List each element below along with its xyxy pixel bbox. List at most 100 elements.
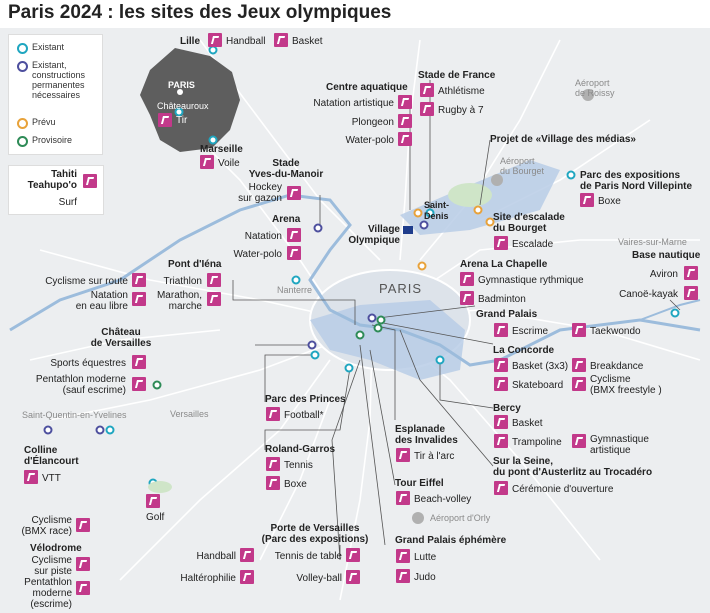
taekwondo-label: Taekwondo	[590, 326, 641, 337]
inset-paris-label: PARIS	[168, 80, 195, 90]
halterophilie-icon	[240, 570, 254, 584]
inset-chateauroux-label: Châteauroux	[157, 101, 209, 111]
water-polo-ca-label: Water-polo	[345, 135, 394, 146]
lutte-label: Lutte	[414, 552, 437, 563]
volley-label: Volley-ball	[296, 573, 342, 584]
inset-tir-label: Tir	[176, 115, 188, 126]
escrime-label: Escrime	[512, 326, 549, 337]
gym-artistique-icon	[572, 434, 586, 448]
velodrome-title: Vélodrome	[30, 543, 82, 554]
escrime-icon	[494, 323, 508, 337]
roland-garros-title: Roland-Garros	[265, 444, 336, 455]
breakdance-label: Breakdance	[590, 361, 644, 372]
grand-palais-eph-title: Grand Palais éphémère	[395, 535, 507, 546]
legend-dot-constructions	[17, 61, 28, 72]
volley-icon	[346, 570, 360, 584]
sqy-label: Saint-Quentin-en-Yvelines	[22, 410, 127, 420]
inset-paris-dot	[177, 89, 183, 95]
golf-icon	[146, 494, 160, 508]
vtt-label: VTT	[42, 473, 61, 484]
chateau-versailles-title: Château de Versailles	[90, 327, 152, 349]
plongeon-icon	[398, 114, 412, 128]
pentathlon-versailles-label: Pentathlon moderne (sauf escrime)	[35, 374, 126, 396]
projet-village-medias-label: Projet de «Village des médias»	[490, 134, 636, 145]
pentathlon-sqy-label: Pentathlon moderne (escrime)	[24, 577, 72, 610]
tir-arc-icon	[396, 448, 410, 462]
cyclisme-route-icon	[132, 273, 146, 287]
tir-arc-label: Tir à l'arc	[414, 451, 455, 462]
legend-dot-provisoire	[17, 136, 28, 147]
paris-label: PARIS	[379, 281, 423, 296]
village-building-icon	[403, 226, 413, 234]
concorde-title: La Concorde	[493, 345, 555, 356]
boxe-villepinte-label: Boxe	[598, 196, 621, 207]
bmx-race-icon	[76, 518, 90, 532]
tennis-label: Tennis	[284, 460, 313, 471]
basket3x3-icon	[494, 358, 508, 372]
beach-volley-label: Beach-volley	[414, 494, 472, 505]
natation-eau-libre-icon	[132, 292, 146, 306]
lutte-icon	[396, 549, 410, 563]
ceremonie-label: Cérémonie d'ouverture	[512, 484, 614, 495]
equestres-label: Sports équestres	[50, 358, 126, 369]
bmx-freestyle-icon	[572, 377, 586, 391]
parc-princes-title: Parc des Princes	[265, 394, 346, 405]
escalade-site-title: Site d'escalade du Bourget	[493, 212, 565, 234]
surf-icon	[83, 174, 97, 188]
hockey-label: Hockey sur gazon	[238, 182, 282, 204]
nanterre-label: Nanterre	[277, 285, 313, 295]
triathlon-icon	[207, 273, 221, 287]
bourget-label: Aéroport du Bourget	[500, 156, 545, 176]
athletisme-icon	[420, 83, 434, 97]
grand-palais-title: Grand Palais	[476, 309, 538, 320]
legend-label-provisoire: Provisoire	[32, 135, 73, 145]
marathon-icon	[207, 292, 221, 306]
tennis-table-icon	[346, 548, 360, 562]
voile-icon	[200, 155, 214, 169]
legend-label-prevu: Prévu	[32, 117, 56, 127]
saint-denis-label: Saint- Denis	[424, 200, 450, 221]
trampoline-label: Trampoline	[512, 437, 562, 448]
gym-rythmique-label: Gymnastique rythmique	[478, 275, 584, 286]
lille-label: Lille	[180, 36, 201, 47]
natation-artistique-label: Natation artistique	[313, 98, 394, 109]
tir-icon	[158, 113, 172, 127]
football-icon	[266, 407, 280, 421]
badminton-label: Badminton	[478, 294, 526, 305]
roissy-label: Aéroport de Roissy	[575, 78, 615, 98]
skateboard-icon	[494, 377, 508, 391]
badminton-icon	[460, 291, 474, 305]
vaires-label: Vaires-sur-Marne	[618, 237, 687, 247]
tennis-table-label: Tennis de table	[274, 551, 342, 562]
beach-volley-icon	[396, 491, 410, 505]
boxe-villepinte-icon	[580, 193, 594, 207]
arena-chapelle-title: Arena La Chapelle	[460, 259, 548, 270]
football-label: Football*	[284, 410, 324, 421]
golf-park	[148, 481, 172, 493]
golf-label: Golf	[146, 512, 165, 523]
basket-icon	[274, 33, 288, 47]
stade-ydm-title: Stade Yves-du-Manoir	[248, 158, 324, 180]
taekwondo-icon	[572, 323, 586, 337]
marathon-label: Marathon, marche	[156, 290, 202, 312]
legend-dot-prevu	[17, 118, 28, 129]
natation-label: Natation	[244, 231, 282, 242]
hockey-icon	[287, 186, 301, 200]
basket3x3-label: Basket (3x3)	[512, 361, 569, 372]
tennis-icon	[266, 457, 280, 471]
boxe-rg-label: Boxe	[284, 479, 307, 490]
cyclisme-piste-icon	[76, 557, 90, 571]
stade-de-france-title: Stade de France	[418, 70, 496, 81]
basket-bercy-icon	[494, 415, 508, 429]
basket-lille-label: Basket	[292, 36, 323, 47]
cyclisme-piste-label: Cyclisme sur piste	[31, 555, 72, 577]
tahiti-name: Tahiti Teahupo'o	[27, 169, 77, 191]
aviron-label: Aviron	[649, 269, 678, 280]
voile-label: Voile	[218, 158, 240, 169]
seine-title: Sur la Seine, du pont d'Austerlitz au Tr…	[493, 456, 653, 478]
pont-iena-title: Pont d'Iéna	[168, 259, 222, 270]
natation-icon	[287, 228, 301, 242]
gym-rythmique-icon	[460, 272, 474, 286]
bercy-title: Bercy	[493, 403, 521, 414]
natation-artistique-icon	[398, 95, 412, 109]
